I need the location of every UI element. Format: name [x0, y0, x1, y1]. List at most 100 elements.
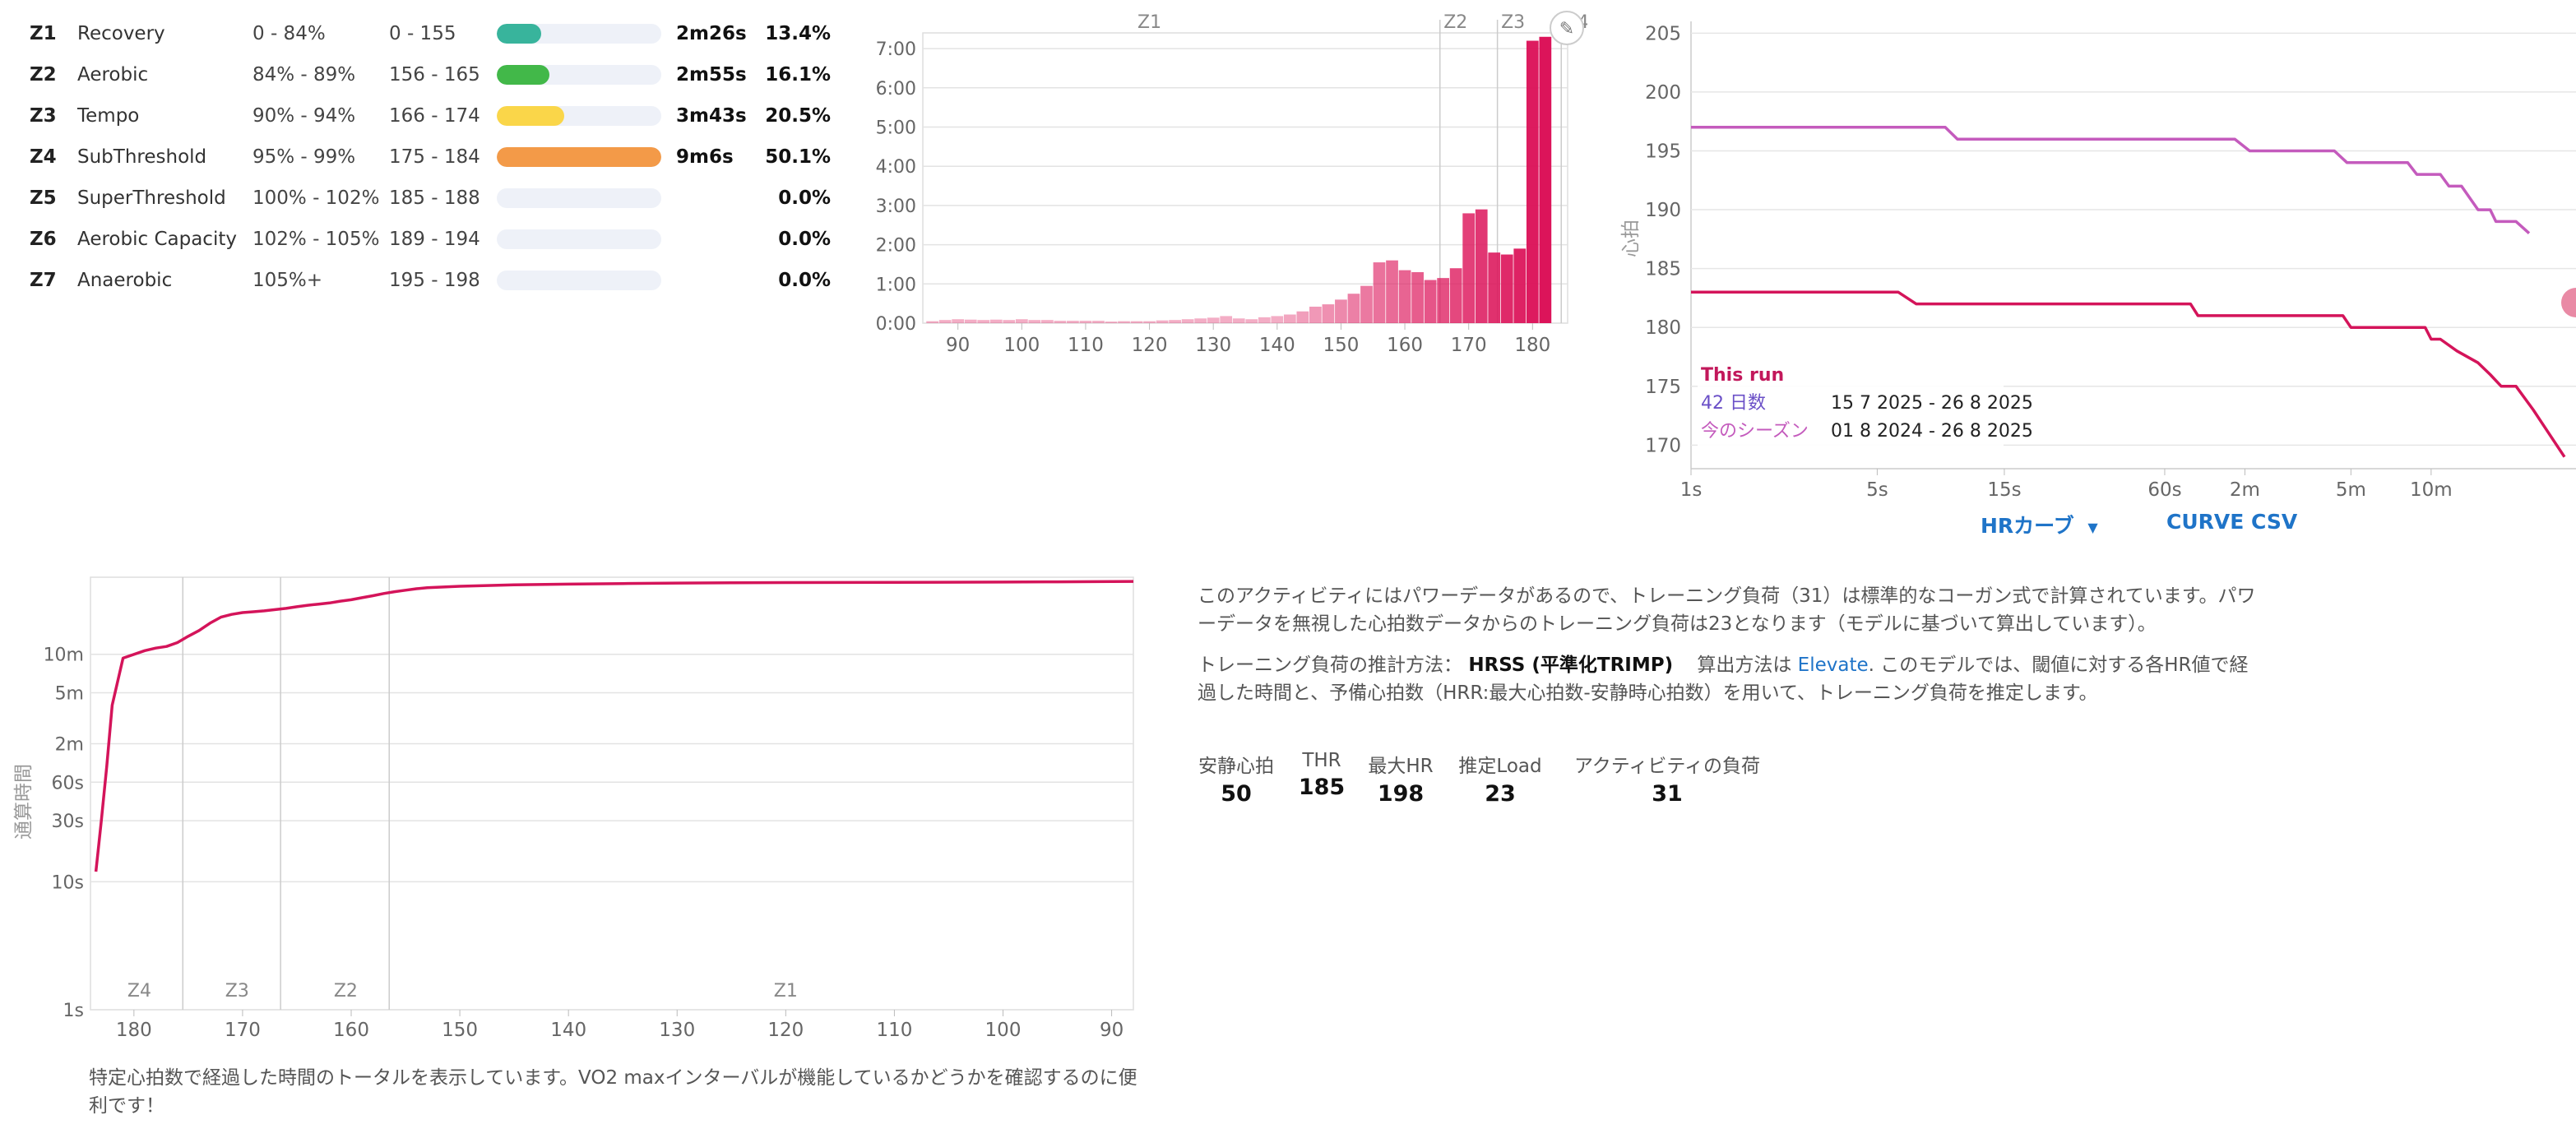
y-tick-label: 1s — [63, 1001, 84, 1021]
zone-share: 16.1% — [765, 64, 831, 86]
y-tick-label: 180 — [1645, 317, 1681, 339]
zone-label: Z1 — [774, 981, 798, 1002]
hist-bar — [1232, 318, 1245, 323]
zone-percent-range: 95% - 99% — [253, 146, 356, 168]
hist-bar — [1513, 248, 1527, 323]
hist-bar — [1424, 280, 1437, 323]
zone-id: Z1 — [30, 23, 57, 44]
y-tick-label: 10m — [44, 645, 84, 666]
zone-hr-range: 195 - 198 — [389, 270, 480, 291]
x-tick-label: 5s — [1866, 479, 1888, 501]
zone-hr-range: 0 - 155 — [389, 23, 456, 44]
estimation-method-note: トレーニング負荷の推計方法： HRSS (平準化TRIMP) 算出方法は Ele… — [1198, 651, 2259, 707]
legend-42-days: 42 日数 — [1701, 393, 1766, 414]
y-tick-label: 4:00 — [876, 157, 916, 178]
zone-share: 13.4% — [765, 23, 831, 44]
method-prefix: トレーニング負荷の推計方法： — [1198, 655, 1462, 676]
y-tick-label: 175 — [1645, 377, 1681, 398]
legend-season-range: 01 8 2024 - 26 8 2025 — [1831, 421, 2033, 442]
hist-bar — [1054, 321, 1067, 323]
zone-share: 20.5% — [765, 105, 831, 127]
hist-bar — [1015, 319, 1028, 323]
power-data-note: このアクティビティにはパワーデータがあるので、トレーニング負荷（31）は標準的な… — [1198, 585, 2256, 635]
zone-row: Z3 Tempo 90% - 94% 166 - 174 3m43s 20.5% — [25, 97, 831, 138]
zone-percent-range: 100% - 102% — [253, 187, 380, 209]
hist-bar — [952, 319, 965, 323]
y-axis-label: 心拍 — [1620, 220, 1642, 257]
y-tick-label: 10s — [52, 872, 84, 893]
y-tick-label: 0:00 — [876, 314, 916, 335]
zone-row: Z4 SubThreshold 95% - 99% 175 - 184 9m6s 50.1… — [25, 138, 831, 179]
hist-bar — [926, 321, 939, 323]
zone-row: Z5 SuperThreshold 100% - 102% 185 - 188 0.0% — [25, 179, 831, 220]
zone-name: Anaerobic — [77, 270, 173, 291]
x-tick-label: 150 — [1323, 335, 1359, 356]
cumulative-chart-caption: 特定心拍数で経過した時間のトータルを表示しています。VO2 maxインターバルが… — [89, 1067, 1137, 1117]
zone-label: Z3 — [1501, 12, 1525, 33]
zone-id: Z2 — [30, 64, 57, 86]
hist-bar — [1373, 262, 1386, 323]
stat-value: 50 — [1221, 781, 1252, 807]
hist-bar — [1462, 213, 1476, 323]
hist-bar — [977, 320, 990, 323]
x-tick-label: 120 — [767, 1020, 804, 1041]
hr-curve-menu-button[interactable]: HRカーブ ▼ — [1981, 510, 2098, 539]
zone-share: 50.1% — [765, 146, 831, 168]
zone-time: 2m26s — [676, 23, 747, 44]
y-tick-label: 170 — [1645, 435, 1681, 456]
hist-bar — [1220, 316, 1233, 323]
zone-percent-range: 102% - 105% — [253, 229, 380, 250]
hist-bar — [1398, 270, 1411, 323]
x-tick-label: 160 — [1387, 335, 1423, 356]
zone-percent-range: 90% - 94% — [253, 105, 356, 127]
hover-marker — [2561, 288, 2576, 317]
zone-time: 2m55s — [676, 64, 747, 86]
cumulative-line — [94, 580, 1134, 872]
hist-bar — [1181, 319, 1194, 323]
zone-progress-bar — [497, 271, 661, 290]
x-tick-label: 160 — [333, 1020, 369, 1041]
hist-bar — [1040, 320, 1054, 323]
zone-progress-bar — [497, 188, 661, 208]
stat-item: THR 185 — [1299, 750, 1345, 800]
zone-row: Z6 Aerobic Capacity 102% - 105% 189 - 194 0.… — [25, 220, 831, 261]
y-axis-label: 通算時間 — [13, 764, 35, 840]
legend-season: 今のシーズン — [1701, 421, 1809, 442]
zone-id: Z4 — [30, 146, 57, 168]
hist-bar — [1360, 285, 1373, 323]
x-tick-label: 110 — [876, 1020, 912, 1041]
zone-name: Aerobic — [77, 64, 149, 86]
y-tick-label: 2:00 — [876, 236, 916, 257]
hist-bar — [1283, 314, 1296, 323]
zone-hr-range: 185 - 188 — [389, 187, 480, 209]
stat-label: THR — [1302, 750, 1341, 771]
zone-row: Z7 Anaerobic 105%+ 195 - 198 0.0% — [25, 261, 831, 303]
hist-bar — [1245, 319, 1258, 323]
x-tick-label: 180 — [116, 1020, 152, 1041]
hist-bar — [1143, 321, 1156, 323]
hist-bar — [1488, 252, 1501, 323]
hist-bar — [1092, 321, 1105, 323]
legend-42-days-range: 15 7 2025 - 26 8 2025 — [1831, 393, 2033, 414]
zone-time: 3m43s — [676, 105, 747, 127]
method-name: HRSS (平準化TRIMP) — [1468, 655, 1674, 676]
method-mid: 算出方法は — [1697, 655, 1792, 676]
zone-percent-range: 0 - 84% — [253, 23, 326, 44]
x-tick-label: 1s — [1680, 479, 1703, 501]
zone-id: Z7 — [30, 270, 57, 291]
stat-item: 安静心拍 50 — [1198, 750, 1274, 807]
zone-hr-range: 189 - 194 — [389, 229, 480, 250]
curve-csv-button[interactable]: CURVE CSV — [2166, 510, 2298, 534]
elevate-link[interactable]: Elevate — [1797, 655, 1869, 676]
hr-curve-line — [1691, 126, 2531, 235]
hr-curve-line — [1691, 290, 2566, 458]
zone-progress-fill — [497, 65, 550, 85]
hist-bar — [989, 319, 1003, 323]
x-tick-label: 90 — [946, 335, 970, 356]
x-tick-label: 130 — [1195, 335, 1231, 356]
hr-histogram-chart: 0:001:002:003:004:005:006:007:00Z1Z2Z3Z4… — [876, 11, 1587, 356]
zone-share: 0.0% — [778, 270, 831, 291]
method-suffix: . このモデルでは、閾値に対する各HR値で経過した時間と、予備心拍数（HRR:最… — [1198, 655, 2249, 704]
x-tick-label: 100 — [1003, 335, 1040, 356]
x-tick-label: 100 — [985, 1020, 1022, 1041]
